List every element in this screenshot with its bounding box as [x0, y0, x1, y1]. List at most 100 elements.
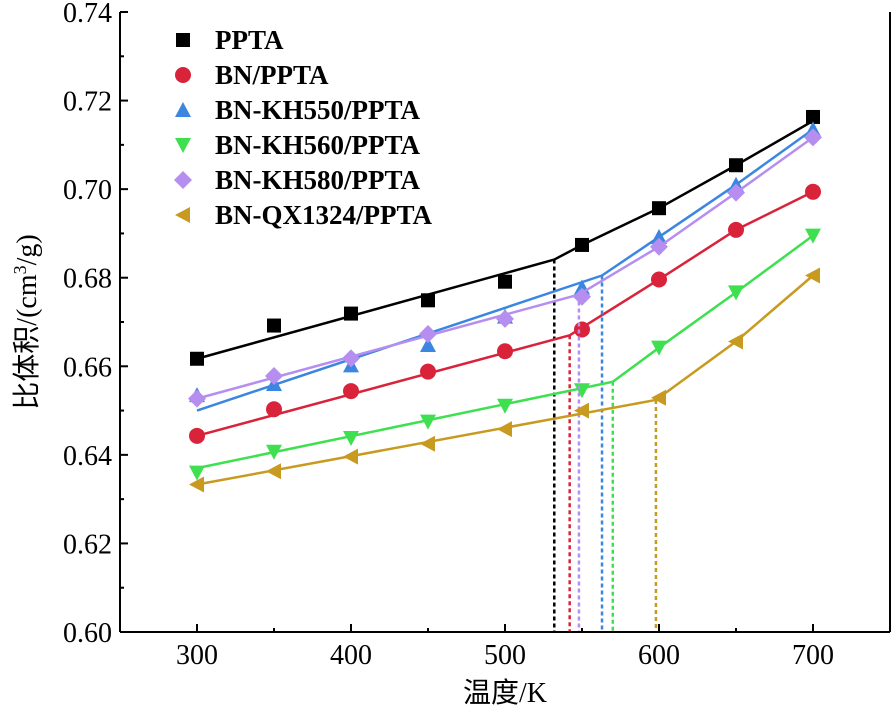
fit-line-high	[612, 234, 814, 383]
data-point	[728, 333, 743, 350]
data-point	[190, 351, 204, 366]
data-point	[266, 463, 281, 480]
data-point	[266, 444, 282, 460]
legend-label: BN-KH550/PPTA	[215, 95, 420, 125]
y-axis-title-sup: 3	[10, 265, 30, 274]
data-point	[420, 363, 436, 380]
legend-marker	[175, 138, 191, 153]
fit-line-low	[196, 334, 571, 438]
y-axis-title-suffix: /g)	[12, 234, 43, 265]
data-point	[573, 287, 591, 306]
data-point	[420, 435, 435, 452]
data-point	[496, 309, 514, 328]
legend-label: BN-KH580/PPTA	[215, 165, 420, 195]
data-point	[728, 285, 744, 301]
series-ppta	[190, 109, 820, 632]
data-point	[805, 267, 820, 284]
legend: PPTA BN/PPTA BN-KH550/PPTA BN-KH560/PPTA BN-…	[174, 25, 432, 230]
legend-item: BN-KH560/PPTA	[175, 130, 420, 160]
y-axis-title-prefix: 比体积/(cm	[11, 274, 43, 410]
fit-line-high	[578, 136, 814, 296]
y-tick-label: 0.60	[63, 618, 112, 649]
data-point	[265, 367, 283, 386]
fit-line-high	[601, 128, 814, 277]
y-tick-label: 0.62	[63, 529, 112, 560]
data-point	[188, 389, 206, 408]
data-point	[266, 401, 282, 418]
legend-label: PPTA	[215, 25, 284, 55]
data-point	[651, 389, 666, 406]
data-point	[344, 306, 358, 321]
data-point	[342, 349, 360, 368]
x-tick-label: 400	[330, 640, 372, 671]
data-point	[727, 183, 745, 202]
series-bn-ppta	[189, 183, 821, 632]
data-point	[343, 431, 359, 447]
fit-line-high	[553, 119, 814, 261]
y-tick-label: 0.68	[63, 264, 112, 295]
fit-line-high	[569, 190, 814, 337]
data-point	[652, 201, 666, 216]
series-bn-qx1324-ppta	[189, 267, 820, 632]
data-point	[189, 427, 205, 444]
data-point	[267, 318, 281, 333]
x-tick-label: 500	[484, 640, 526, 671]
legend-label: BN-KH560/PPTA	[215, 130, 420, 160]
data-point	[419, 324, 437, 343]
data-point	[575, 237, 589, 252]
data-point	[574, 402, 589, 419]
legend-label: BN/PPTA	[215, 60, 329, 90]
data-point	[651, 340, 667, 356]
data-point	[805, 183, 821, 200]
data-point	[804, 128, 822, 147]
data-point	[574, 383, 590, 399]
data-point	[497, 343, 513, 360]
legend-marker	[175, 207, 190, 223]
series-bn-kh550-ppta	[189, 121, 821, 632]
data-point	[651, 228, 667, 244]
data-point	[189, 465, 205, 481]
fit-line-low	[196, 258, 555, 360]
legend-marker	[175, 67, 191, 83]
data-point	[420, 337, 436, 353]
plot-area	[188, 109, 822, 632]
data-point	[805, 228, 821, 244]
series-bn-kh560-ppta	[189, 228, 821, 632]
legend-item: BN-KH580/PPTA	[174, 165, 420, 195]
legend-label: BN-QX1324/PPTA	[215, 200, 432, 230]
x-axis-title: 温度/K	[463, 677, 547, 709]
data-point	[189, 476, 204, 493]
y-tick-label: 0.72	[63, 87, 112, 118]
data-point	[421, 293, 435, 308]
legend-marker	[174, 171, 192, 189]
data-point	[729, 158, 743, 173]
data-point	[498, 274, 512, 289]
data-point	[497, 398, 513, 414]
fit-line-low	[196, 293, 580, 400]
data-point	[343, 448, 358, 465]
y-axis-title: 比体积/(cm3/g)	[10, 234, 43, 409]
legend-item: BN-KH550/PPTA	[175, 95, 420, 125]
data-point	[650, 237, 668, 256]
data-point	[728, 221, 744, 238]
legend-marker	[176, 33, 190, 47]
x-tick-label: 700	[792, 640, 834, 671]
legend-marker	[175, 102, 191, 117]
data-point	[420, 414, 436, 430]
legend-item: PPTA	[176, 25, 284, 55]
legend-item: BN-QX1324/PPTA	[175, 200, 432, 230]
legend-item: BN/PPTA	[175, 60, 329, 90]
data-point	[574, 321, 590, 338]
y-tick-label: 0.74	[63, 0, 112, 29]
data-point	[343, 383, 359, 400]
data-point	[806, 109, 820, 124]
data-point	[651, 271, 667, 288]
data-point	[497, 421, 512, 438]
fit-line-low	[196, 380, 614, 470]
y-tick-label: 0.70	[63, 175, 112, 206]
ticks: 300 400 500 600 700 0.60 0.62 0.64 0.66 0.68 0.70 0…	[63, 0, 891, 671]
x-tick-label: 300	[176, 640, 218, 671]
x-tick-label: 600	[638, 640, 680, 671]
y-tick-label: 0.64	[63, 441, 112, 472]
